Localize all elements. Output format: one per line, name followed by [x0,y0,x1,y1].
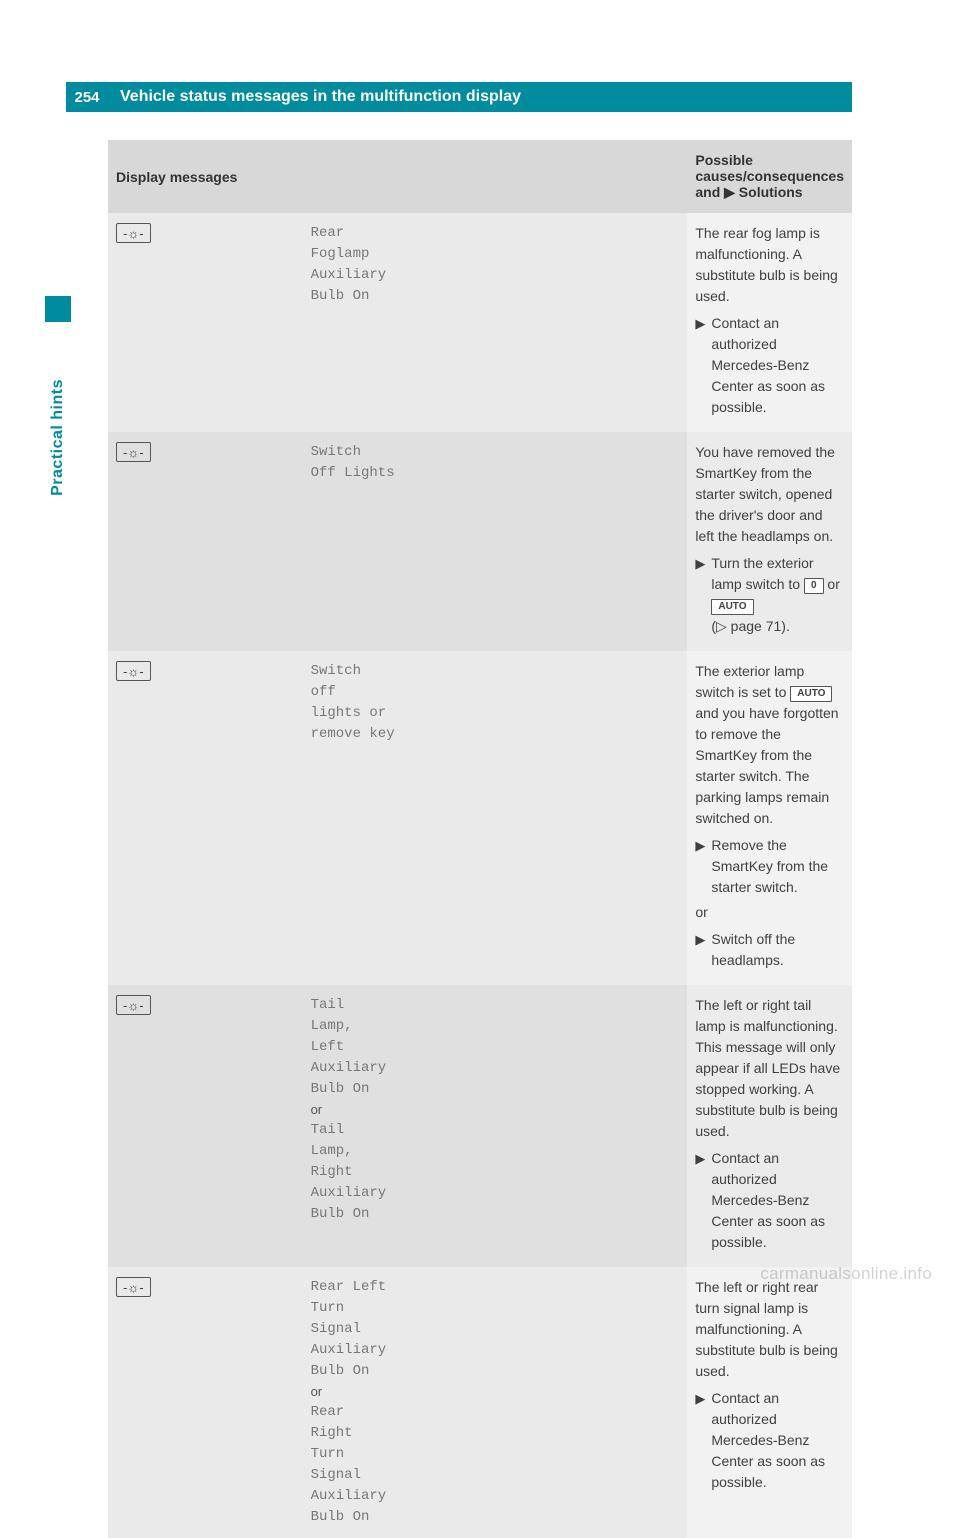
or-text: or [311,1382,680,1402]
step-text: Contact an authorized Mercedes-Benz Cent… [711,313,844,418]
step-marker-icon: ▶ [695,835,705,898]
row-desc: The rear fog lamp is malfunctioning. A s… [695,223,844,307]
solution-step: ▶ Switch off the headlamps. [695,929,844,971]
step-marker-icon: ▶ [695,1148,705,1253]
row-solution: The left or right rear turn signal lamp … [687,1267,852,1538]
step-marker-icon: ▶ [695,1388,705,1493]
step-text: Remove the SmartKey from the starter swi… [711,835,844,898]
row-icon-cell: -☼- [108,213,303,432]
switch-0-icon: 0 [804,578,824,594]
row-message-part: Tail Lamp, Right Auxiliary Bulb On [311,1120,680,1225]
row-message: Tail Lamp, Left Auxiliary Bulb On or Tai… [303,985,688,1267]
row-icon-cell: -☼- [108,432,303,651]
side-tab-label: Practical hints [49,379,67,496]
solution-step: ▶ Turn the exterior lamp switch to 0 or … [695,553,844,637]
page-reference: (▷ page 71). [711,618,789,634]
switch-auto-icon: AUTO [790,686,832,702]
step-marker-icon: ▶ [695,313,705,418]
bulb-icon: -☼- [116,995,151,1015]
table-row: -☼- Switch off lights or remove key The … [108,651,852,985]
solution-step: ▶ Contact an authorized Mercedes-Benz Ce… [695,1148,844,1253]
table-row: -☼- Switch Off Lights You have removed t… [108,432,852,651]
table-row: -☼- Tail Lamp, Left Auxiliary Bulb On or… [108,985,852,1267]
bulb-icon: -☼- [116,442,151,462]
step-marker-icon: ▶ [695,929,705,971]
row-message: Switch Off Lights [303,432,688,651]
row-desc: You have removed the SmartKey from the s… [695,442,844,547]
row-icon-cell: -☼- [108,985,303,1267]
row-desc: The left or right rear turn signal lamp … [695,1277,844,1382]
side-tab: Practical hints [45,306,71,496]
bulb-icon: -☼- [116,661,151,681]
table-row: -☼- Rear Foglamp Auxiliary Bulb On The r… [108,213,852,432]
row-icon-cell: -☼- [108,651,303,985]
row-message: Rear Foglamp Auxiliary Bulb On [303,213,688,432]
row-icon-cell: -☼- [108,1267,303,1538]
solution-step: ▶ Remove the SmartKey from the starter s… [695,835,844,898]
step-text: Switch off the headlamps. [711,929,844,971]
row-message-part: Rear Left Turn Signal Auxiliary Bulb On [311,1277,680,1382]
table-header-solutions: Possible causes/consequences and ▶ Solut… [687,140,852,213]
row-message: Switch off lights or remove key [303,651,688,985]
bulb-icon: -☼- [116,223,151,243]
side-tab-marker [45,296,71,322]
row-message: Rear Left Turn Signal Auxiliary Bulb On … [303,1267,688,1538]
messages-table: Display messages Possible causes/consequ… [108,140,852,1538]
page-number-badge: 254 [66,82,108,112]
row-solution: The rear fog lamp is malfunctioning. A s… [687,213,852,432]
page-title: Vehicle status messages in the multifunc… [108,88,521,106]
row-message-part: Rear Right Turn Signal Auxiliary Bulb On [311,1402,680,1528]
or-text: or [695,902,844,923]
row-message-part: Tail Lamp, Left Auxiliary Bulb On [311,995,680,1100]
row-desc: The exterior lamp switch is set to AUTO … [695,661,844,829]
step-text: Contact an authorized Mercedes-Benz Cent… [711,1148,844,1253]
bulb-icon: -☼- [116,1277,151,1297]
solution-step: ▶ Contact an authorized Mercedes-Benz Ce… [695,1388,844,1493]
step-text: Contact an authorized Mercedes-Benz Cent… [711,1388,844,1493]
row-solution: The left or right tail lamp is malfuncti… [687,985,852,1267]
content-area: Display messages Possible causes/consequ… [108,140,852,1538]
header-bar: 254 Vehicle status messages in the multi… [108,82,852,112]
watermark: carmanualsonline.info [760,1264,932,1284]
solution-step: ▶ Contact an authorized Mercedes-Benz Ce… [695,313,844,418]
or-text: or [311,1100,680,1120]
row-solution: The exterior lamp switch is set to AUTO … [687,651,852,985]
step-text: Turn the exterior lamp switch to 0 or AU… [711,553,844,637]
switch-auto-icon: AUTO [711,599,753,615]
table-header-display: Display messages [108,140,687,213]
table-row: -☼- Rear Left Turn Signal Auxiliary Bulb… [108,1267,852,1538]
row-solution: You have removed the SmartKey from the s… [687,432,852,651]
step-marker-icon: ▶ [695,553,705,637]
row-desc: The left or right tail lamp is malfuncti… [695,995,844,1142]
